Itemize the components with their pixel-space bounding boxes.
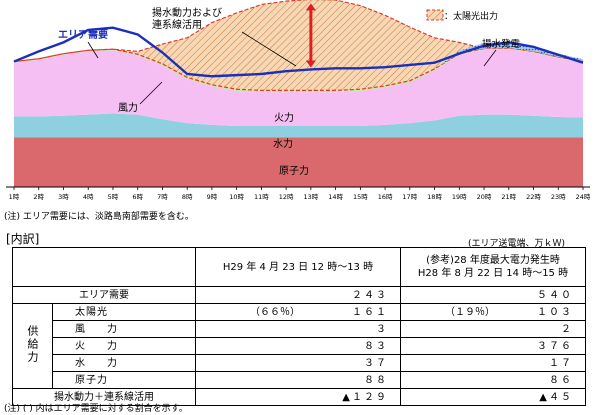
- x-tick-label: 3時: [58, 193, 69, 201]
- row-value-col1: ８８: [195, 371, 401, 389]
- table-row: 風 力 ３ ２: [13, 320, 586, 338]
- supply-demand-chart: 1時 2時 3時 4時 5時 6時 7時 8時 9時 10時 11時 12時 13時 14時 15時 16時 1…: [6, 0, 591, 201]
- row-value-col1: ８３: [195, 337, 401, 355]
- demand-label: エリア需要: [58, 29, 108, 41]
- row-value-col1: ▲１２９: [195, 388, 401, 406]
- table-row: 揚水動力＋連系線活用 ▲１２９ ▲４５: [12, 388, 586, 406]
- pumping-pointer: [241, 31, 297, 67]
- area-demand-line: [13, 26, 584, 78]
- table-row: 水 力 ３７ １７: [13, 354, 586, 372]
- pumped-pointer: [483, 49, 497, 67]
- row-value-col1: ３７: [195, 354, 401, 372]
- solar-legend-label: ：太陽光出力: [444, 10, 498, 22]
- header-col2-line2: H28 年 8 月 22 日 14 時〜15 時: [417, 268, 569, 279]
- table-row: 供給力 太陽光 （６６％） １６１ （１９％） １０３: [12, 303, 586, 389]
- x-tick-label: 17時: [402, 193, 417, 201]
- table-header-row: H29 年 4 月 23 日 12 時〜13 時 (参考)28 年度最大電力発生…: [12, 247, 586, 287]
- nuclear-label: 原子力: [279, 164, 309, 177]
- header-col2-line1: (参考)28 年度最大電力発生時: [426, 255, 560, 266]
- x-tick-label: 12時: [279, 193, 294, 201]
- table-row: 原子力 ８８ ８６: [13, 371, 586, 389]
- hydro-area: [14, 113, 583, 138]
- row-label: エリア需要: [12, 286, 196, 304]
- demand-pointer: [87, 41, 99, 59]
- header-blank: [12, 247, 196, 287]
- table-title: [内訳]: [6, 232, 40, 246]
- x-tick-label: 9時: [207, 193, 218, 201]
- table-note: (注) ( ) 内はエリア需要に対する割合を示す。: [4, 404, 188, 414]
- row-value-col2: ▲４５: [400, 388, 586, 406]
- x-tick-label: 11時: [254, 193, 269, 201]
- row-value-col2: ２: [400, 320, 586, 338]
- table-row: エリア需要 ２４３ ５４０: [12, 286, 586, 304]
- wind-pointer: [139, 81, 163, 105]
- x-tick-label: 15時: [353, 193, 368, 201]
- chart-note: (注) エリア需要には、淡路島南部需要を含む。: [4, 212, 194, 222]
- pumping-label: 揚水動力および: [152, 6, 222, 19]
- x-tick-label: 5時: [108, 193, 119, 201]
- x-tick-label: 7時: [157, 193, 168, 201]
- x-tick-label: 8時: [182, 193, 193, 201]
- row-value-col2: （１９％） １０３: [400, 303, 586, 321]
- breakdown-table: H29 年 4 月 23 日 12 時〜13 時 (参考)28 年度最大電力発生…: [12, 247, 586, 406]
- x-tick-label: 18時: [427, 193, 442, 201]
- x-tick-label: 20時: [477, 193, 492, 201]
- row-label: 揚水動力＋連系線活用: [12, 388, 196, 406]
- pumped-storage-label: 揚水発電: [482, 38, 521, 50]
- table-row: 火 力 ８３ ３７６: [13, 337, 586, 355]
- row-label: 水 力: [52, 354, 196, 372]
- nuclear-area: [14, 137, 583, 187]
- row-label: 火 力: [52, 337, 196, 355]
- hydro-label: 水力: [273, 137, 293, 150]
- x-tick-label: 16時: [378, 193, 393, 201]
- units-label: (エリア送電端、万ｋＷ): [467, 239, 565, 249]
- row-value-col1: （６６％） １６１: [195, 303, 401, 321]
- header-col1: H29 年 4 月 23 日 12 時〜13 時: [195, 247, 401, 287]
- row-label: 原子力: [52, 371, 196, 389]
- x-tick-label: 2時: [33, 193, 44, 201]
- x-tick-label: 23時: [551, 193, 566, 201]
- x-tick-label: 22時: [526, 193, 541, 201]
- row-label: 風 力: [52, 320, 196, 338]
- x-tick-label: 10時: [229, 193, 244, 201]
- row-label: 太陽光: [52, 303, 196, 321]
- x-tick-label: 1時: [9, 193, 20, 201]
- header-col2: (参考)28 年度最大電力発生時 H28 年 8 月 22 日 14 時〜15 …: [400, 247, 586, 287]
- row-value-col2: １７: [400, 354, 586, 372]
- x-tick-label: 14時: [328, 193, 343, 201]
- thermal-area: [14, 49, 583, 126]
- x-tick-label: 13時: [303, 193, 318, 201]
- row-value-col1: ２４３: [195, 286, 401, 304]
- wind-label: 風力: [118, 101, 138, 114]
- row-value-col2: ８６: [400, 371, 586, 389]
- row-pct-col1: （６６％）: [250, 306, 300, 318]
- row-pct-col2: （１９％）: [445, 306, 495, 318]
- row-value-col2: ３７６: [400, 337, 586, 355]
- x-tick-label: 19時: [452, 193, 467, 201]
- x-tick-label: 24時: [576, 193, 591, 201]
- row-value-col1: ３: [195, 320, 401, 338]
- pumping-arrow: [305, 3, 316, 68]
- thermal-label: 火力: [274, 111, 294, 124]
- row-value-col2: ５４０: [400, 286, 586, 304]
- x-tick-label: 6時: [132, 193, 143, 201]
- supply-group-label: 供給力: [12, 303, 53, 389]
- solar-legend-swatch: [426, 9, 444, 21]
- pumping-label: 連系線活用: [152, 18, 202, 31]
- x-tick-label: 21時: [501, 193, 516, 201]
- x-tick-label: 4時: [83, 193, 94, 201]
